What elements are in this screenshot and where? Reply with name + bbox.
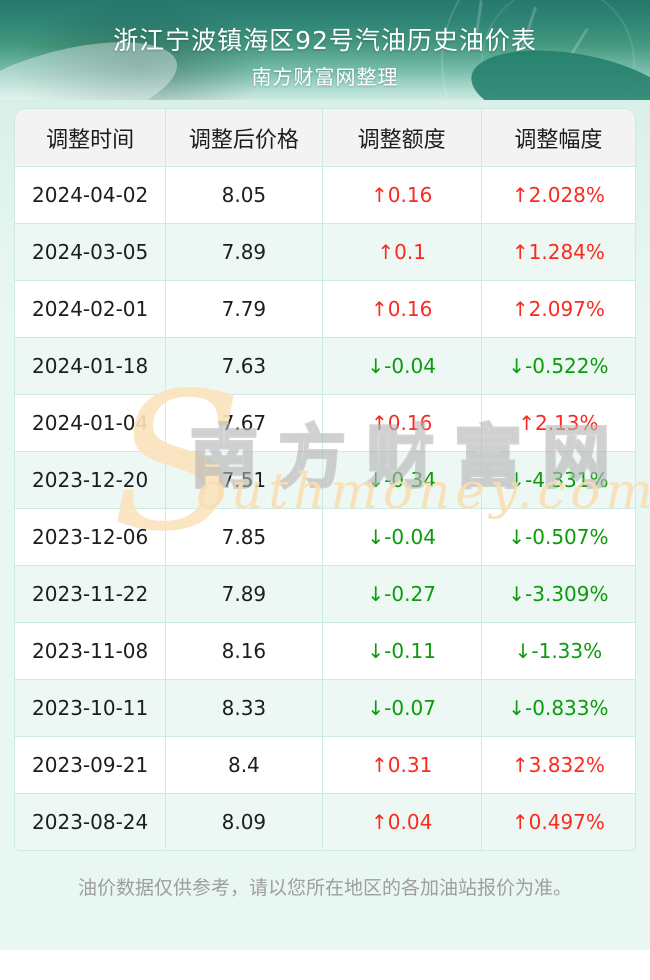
cell-adjust-percent: ↑2.028% xyxy=(511,183,605,207)
fuel-pump-photo-decoration xyxy=(0,0,320,100)
cell-adjust-amount: ↓-0.04 xyxy=(323,338,482,394)
disclaimer-note: 油价数据仅供参考，请以您所在地区的各加油站报价为准。 xyxy=(77,877,572,899)
cell-adjust-percent: ↑3.832% xyxy=(511,753,605,777)
cell-adjust-date: 2024-03-05 xyxy=(15,224,167,280)
table-row: 2024-04-02 8.05 ↑0.16 ↑2.028% xyxy=(15,166,635,223)
cell-adjust-percent: ↑0.497% xyxy=(511,810,605,834)
cell-adjust-percent: ↑1.284% xyxy=(511,240,605,264)
cell-adjust-date: 2023-12-06 xyxy=(15,509,167,565)
column-header-adjust-percent: 调整幅度 xyxy=(514,127,603,153)
cell-adjust-percent: ↓-1.33% xyxy=(514,639,603,663)
table-row: 2023-09-21 8.4 ↑0.31 ↑3.832% xyxy=(15,736,635,793)
column-header-adjust-date: 调整时间 xyxy=(15,109,167,166)
cell-adjust-date: 2024-01-04 xyxy=(15,395,167,451)
cell-adjust-percent: ↓-3.309% xyxy=(508,582,609,606)
cell-adjust-percent: ↓-4.331% xyxy=(508,468,609,492)
table-header-row: 调整时间 调整后价格 调整额度 调整幅度 xyxy=(15,109,635,166)
cell-adjust-amount: ↑0.16 xyxy=(323,395,482,451)
cell-adjusted-price: 7.85 xyxy=(166,509,323,565)
column-header-adjust-amount: 调整额度 xyxy=(323,109,482,166)
cell-adjust-percent: ↑2.13% xyxy=(518,411,599,435)
cell-adjust-percent: ↓-0.833% xyxy=(508,696,609,720)
fuel-gauge-decoration xyxy=(441,0,650,100)
table-body: 2024-04-02 8.05 ↑0.16 ↑2.028% 2024-03-05… xyxy=(15,166,635,850)
table-row: 2023-08-24 8.09 ↑0.04 ↑0.497% xyxy=(15,793,635,850)
cell-adjust-amount: ↓-0.11 xyxy=(323,623,482,679)
column-header-adjusted-price: 调整后价格 xyxy=(166,109,323,166)
cell-adjust-amount: ↑0.16 xyxy=(323,167,482,223)
cell-adjusted-price: 7.79 xyxy=(166,281,323,337)
cell-adjust-percent: ↓-0.522% xyxy=(508,354,609,378)
cell-adjusted-price: 8.16 xyxy=(166,623,323,679)
cell-adjust-date: 2023-10-11 xyxy=(15,680,167,736)
cell-adjusted-price: 8.09 xyxy=(166,794,323,850)
cell-adjust-amount: ↑0.04 xyxy=(323,794,482,850)
table-row: 2023-12-20 7.51 ↓-0.34 ↓-4.331% xyxy=(15,451,635,508)
cell-adjust-percent: ↓-0.507% xyxy=(508,525,609,549)
cell-adjust-date: 2024-04-02 xyxy=(15,167,167,223)
cell-adjust-amount: ↑0.1 xyxy=(323,224,482,280)
header-banner: 浙江宁波镇海区92号汽油历史油价表 南方财富网整理 xyxy=(0,0,650,100)
cell-adjust-date: 2023-12-20 xyxy=(15,452,167,508)
table-row: 2024-03-05 7.89 ↑0.1 ↑1.284% xyxy=(15,223,635,280)
cell-adjusted-price: 7.63 xyxy=(166,338,323,394)
table-row: 2024-01-18 7.63 ↓-0.04 ↓-0.522% xyxy=(15,337,635,394)
cell-adjust-amount: ↓-0.07 xyxy=(323,680,482,736)
cell-adjust-amount: ↑0.16 xyxy=(323,281,482,337)
cell-adjusted-price: 8.33 xyxy=(166,680,323,736)
price-history-table: 调整时间 调整后价格 调整额度 调整幅度 2024-04-02 8.05 ↑0.… xyxy=(14,108,636,851)
table-row: 2023-11-08 8.16 ↓-0.11 ↓-1.33% xyxy=(15,622,635,679)
cell-adjust-amount: ↓-0.27 xyxy=(323,566,482,622)
cell-adjusted-price: 7.89 xyxy=(166,224,323,280)
cell-adjusted-price: 8.4 xyxy=(166,737,323,793)
table-row: 2023-12-06 7.85 ↓-0.04 ↓-0.507% xyxy=(15,508,635,565)
table-row: 2023-11-22 7.89 ↓-0.27 ↓-3.309% xyxy=(15,565,635,622)
cell-adjust-percent: ↑2.097% xyxy=(511,297,605,321)
table-row: 2023-10-11 8.33 ↓-0.07 ↓-0.833% xyxy=(15,679,635,736)
cell-adjusted-price: 7.51 xyxy=(166,452,323,508)
cell-adjust-date: 2024-02-01 xyxy=(15,281,167,337)
cell-adjusted-price: 7.89 xyxy=(166,566,323,622)
cell-adjust-date: 2024-01-18 xyxy=(15,338,167,394)
cell-adjust-amount: ↑0.31 xyxy=(323,737,482,793)
page-subtitle: 南方财富网整理 xyxy=(251,64,399,89)
table-row: 2024-02-01 7.79 ↑0.16 ↑2.097% xyxy=(15,280,635,337)
table-row: 2024-01-04 7.67 ↑0.16 ↑2.13% xyxy=(15,394,635,451)
cell-adjust-amount: ↓-0.04 xyxy=(323,509,482,565)
fuel-gauge-inner-decoration xyxy=(481,0,635,100)
cell-adjust-date: 2023-11-22 xyxy=(15,566,167,622)
cell-adjust-amount: ↓-0.34 xyxy=(323,452,482,508)
cell-adjust-date: 2023-09-21 xyxy=(15,737,167,793)
cell-adjusted-price: 8.05 xyxy=(166,167,323,223)
page-title: 浙江宁波镇海区92号汽油历史油价表 xyxy=(113,26,537,55)
cell-adjust-date: 2023-08-24 xyxy=(15,794,167,850)
cell-adjust-date: 2023-11-08 xyxy=(15,623,167,679)
cell-adjusted-price: 7.67 xyxy=(166,395,323,451)
